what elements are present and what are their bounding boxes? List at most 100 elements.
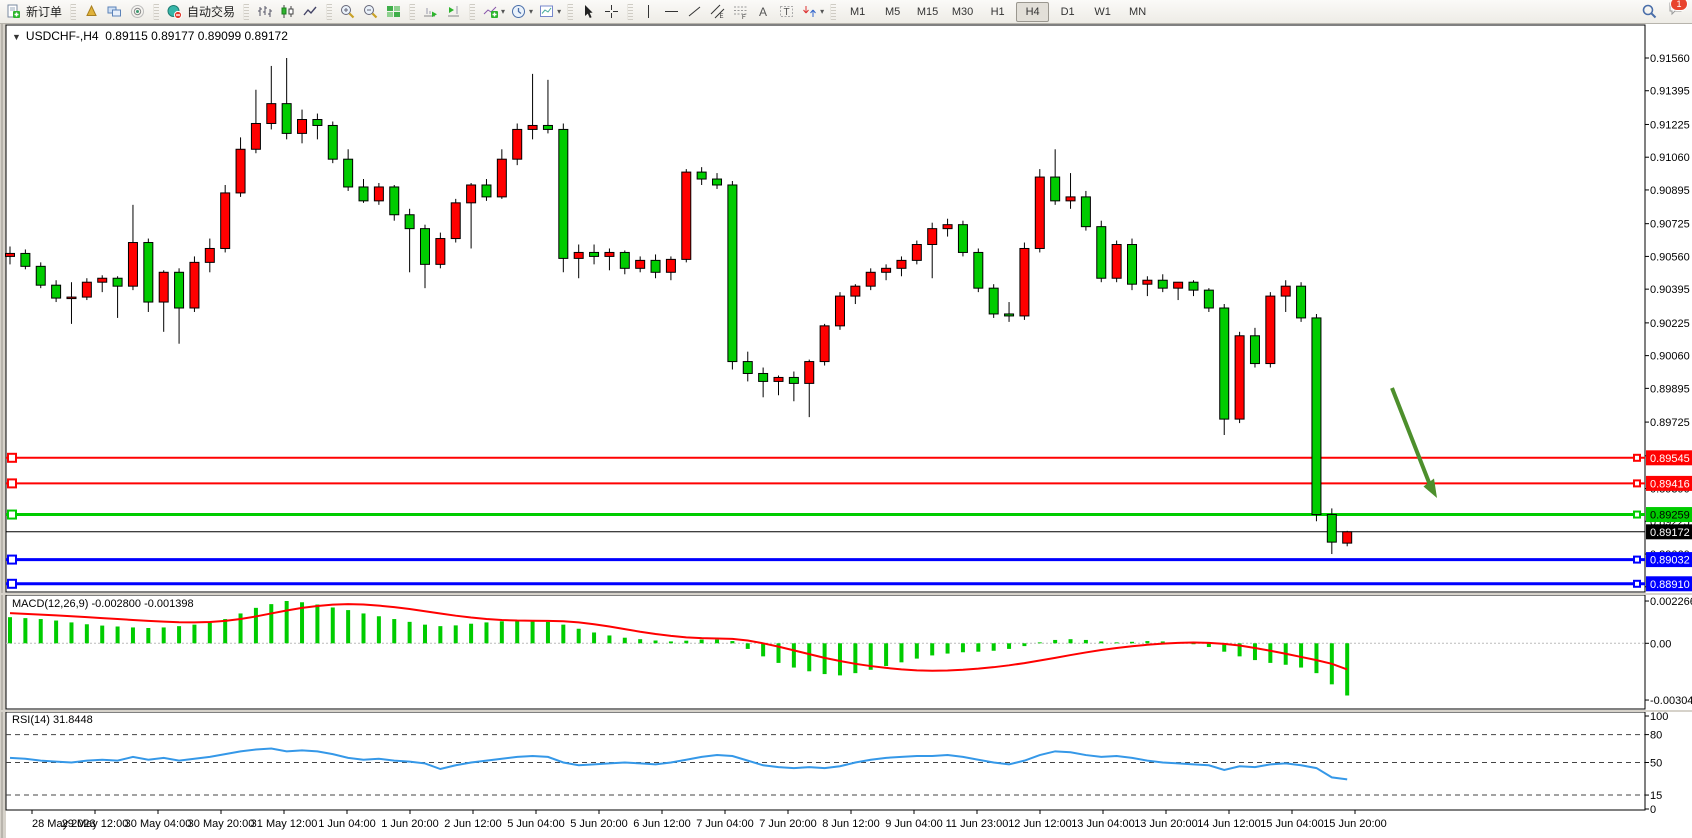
text-icon: A [759,5,767,19]
templates-button[interactable] [535,1,558,23]
cursor-button[interactable] [577,1,600,23]
pane-separator[interactable] [0,593,1692,595]
level-price-label[interactable] [1646,552,1692,568]
price-axis[interactable] [1646,25,1692,810]
arrow-annotation-head[interactable] [1423,478,1438,499]
candle [250,122,261,150]
level-price-label[interactable] [1646,475,1692,491]
periods-dropdown-caret[interactable]: ▾ [529,7,534,16]
level-line-handle[interactable] [1633,479,1641,488]
cone-icon [86,4,97,16]
arrow-annotation-shaft[interactable] [1390,387,1432,486]
level-line-handle[interactable] [7,452,17,463]
level-line-handle[interactable] [1633,453,1641,462]
templates-dropdown-caret[interactable]: ▾ [557,7,562,16]
level-price-label[interactable] [1646,450,1692,466]
trendline-button[interactable] [683,1,706,23]
zoom-in-button[interactable] [336,1,359,23]
candle [1127,244,1138,285]
autotrade-button[interactable] [163,1,186,23]
time-tick-label: 15 Jun 04:00 [1260,818,1324,830]
time-tick-label: 7 Jun 04:00 [696,818,754,830]
indicators-dropdown-caret[interactable]: ▾ [501,7,506,16]
label-button[interactable]: T [775,1,798,23]
main-pane[interactable] [5,24,1646,593]
signal-button[interactable] [126,1,149,23]
candle [1019,247,1030,317]
candle [589,251,600,257]
arrows-dropdown-caret[interactable]: ▾ [820,7,825,16]
fibonacci-button[interactable]: F [729,1,752,23]
candle [389,186,400,216]
candle [419,228,430,265]
level-price-label[interactable] [1646,507,1692,523]
tf-M15-button[interactable]: M15 [916,5,939,18]
tile-windows-icon [387,6,401,17]
candle [1219,307,1230,420]
channel-button[interactable]: E [706,1,729,23]
tf-M30-button[interactable]: M30 [951,5,974,18]
candles-chart-button[interactable] [276,1,299,23]
level-line-handle[interactable] [7,478,17,489]
crosshair-button[interactable] [600,1,623,23]
candle [189,261,200,309]
tf-M5-button[interactable]: M5 [884,5,901,18]
macd-tick-label: 0.00 [1650,638,1671,650]
rsi-pane[interactable] [5,711,1646,811]
candle [758,372,769,382]
time-axis[interactable] [6,811,1645,838]
line-chart-button[interactable] [299,1,322,23]
current-price-label[interactable] [1646,524,1692,540]
tf-D1-button[interactable]: D1 [1060,5,1075,18]
rsi-value: 31.8448 [52,714,93,726]
tile-windows-button[interactable] [382,1,405,23]
level-line-handle[interactable] [1633,510,1641,519]
price-tick-label: 0.91060 [1650,152,1690,164]
time-tick-label: 1 Jun 20:00 [381,818,439,830]
level-line-handle[interactable] [1633,555,1641,564]
tf-H4-button[interactable]: H4 [1016,1,1050,22]
new-order-button[interactable] [2,1,25,23]
chart-collapse-icon[interactable]: ▼ [12,32,21,42]
candle [450,202,461,240]
chart-shift-button[interactable] [442,1,465,23]
candle [1203,289,1214,309]
candle [358,186,369,202]
candle [297,119,308,134]
arrows-button[interactable] [798,1,821,23]
level-price-label[interactable] [1646,576,1692,592]
auto-scroll-button[interactable] [419,1,442,23]
autotrade-label: 自动交易 [187,5,236,19]
zoom-out-button[interactable] [359,1,382,23]
cone-button[interactable] [80,1,103,23]
indicators-button[interactable] [479,1,502,23]
candle [1296,285,1307,319]
notification-badge: 1 [1670,0,1688,11]
svg-text:A: A [759,5,767,19]
periods-button[interactable] [507,1,530,23]
text-button[interactable]: A [752,1,775,23]
tf-W1-button[interactable]: W1 [1094,5,1111,18]
pane-separator[interactable] [0,710,1692,712]
bars-chart-button[interactable] [253,1,276,23]
vline-button[interactable] [637,1,660,23]
notifications-button[interactable]: 1 [1667,0,1688,22]
candle [466,184,477,204]
tf-MN-button[interactable]: MN [1129,5,1147,18]
level-line-handle[interactable] [7,509,17,520]
candle [573,251,584,259]
level-line-handle[interactable] [7,578,17,589]
monitors-button[interactable] [103,1,126,23]
level-line-handle[interactable] [7,554,17,565]
search-button[interactable] [1638,0,1661,22]
time-tick-label: 13 Jun 04:00 [1071,818,1135,830]
tf-M1-button[interactable]: M1 [849,5,866,18]
candle [927,228,938,246]
level-line-handle[interactable] [1633,579,1641,588]
hline-button[interactable] [660,1,683,23]
toolbar-separator [326,3,333,20]
tf-H1-button[interactable]: H1 [990,5,1005,18]
price-tick-label: 0.90560 [1650,251,1690,263]
